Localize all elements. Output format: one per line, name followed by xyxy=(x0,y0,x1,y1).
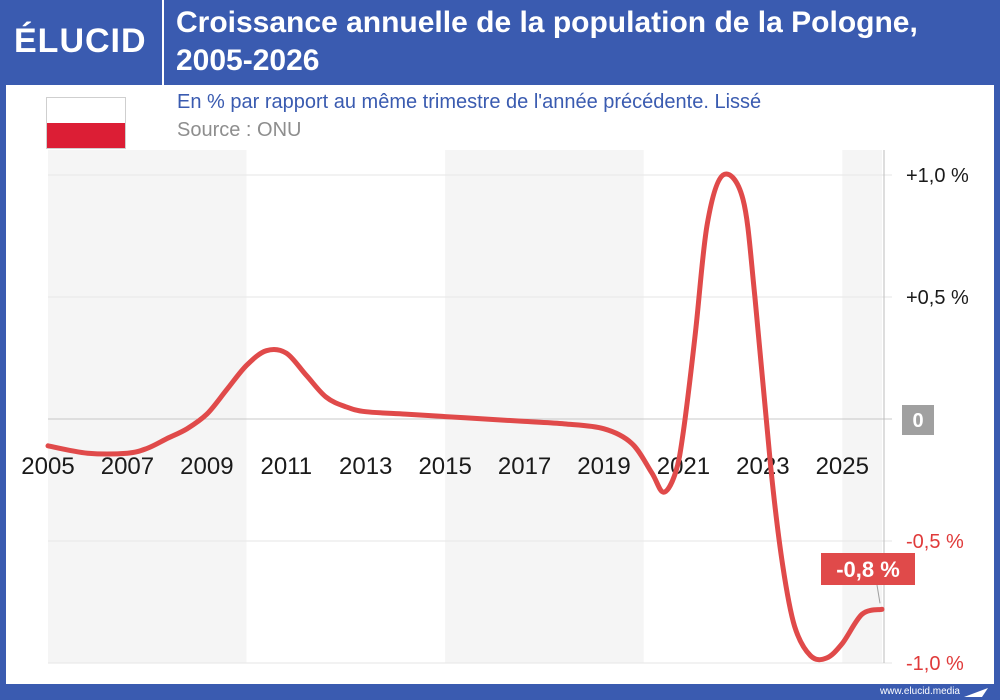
end-value-label: -0,8 % xyxy=(836,557,900,582)
x-tick-label: 2019 xyxy=(577,453,630,480)
y-tick-label: 0 xyxy=(912,410,923,432)
x-tick-label: 2021 xyxy=(657,453,710,480)
footer-bar xyxy=(0,684,1000,700)
x-tick-label: 2013 xyxy=(339,453,392,480)
header-bar: ÉLUCID Croissance annuelle de la populat… xyxy=(0,0,1000,85)
elucid-logo[interactable]: ÉLUCID xyxy=(14,22,147,60)
x-tick-label: 2009 xyxy=(180,453,233,480)
elucid-mark-icon xyxy=(964,688,988,697)
frame-left xyxy=(0,85,6,700)
poland-flag-icon xyxy=(47,98,125,148)
chart-subtitle: En % par rapport au même trimestre de l'… xyxy=(177,91,762,113)
footer-link[interactable]: www.elucid.media xyxy=(879,686,960,697)
x-tick-label: 2023 xyxy=(736,453,789,480)
shaded-band-2 xyxy=(842,150,882,663)
x-tick-label: 2025 xyxy=(816,453,869,480)
zero-badge xyxy=(902,405,934,435)
y-tick-label: +0,5 % xyxy=(906,287,969,309)
y-tick-label: -1,0 % xyxy=(906,653,964,675)
x-tick-label: 2017 xyxy=(498,453,551,480)
x-tick-label: 2015 xyxy=(418,453,471,480)
x-tick-label: 2011 xyxy=(260,453,312,480)
shaded-band-1 xyxy=(445,150,644,663)
x-tick-label: 2007 xyxy=(101,453,154,480)
chart-source: Source : ONU xyxy=(177,119,302,141)
frame-right xyxy=(994,85,1000,700)
callout-badge xyxy=(821,553,915,585)
y-tick-label: -0,5 % xyxy=(906,531,964,553)
y-tick-label: +1,0 % xyxy=(906,165,969,187)
series-line xyxy=(45,171,885,663)
header-divider xyxy=(162,0,164,85)
chart-title: Croissance annuelle de la population de … xyxy=(176,6,918,77)
x-tick-label: 2005 xyxy=(21,453,74,480)
callout-leader xyxy=(876,584,881,604)
